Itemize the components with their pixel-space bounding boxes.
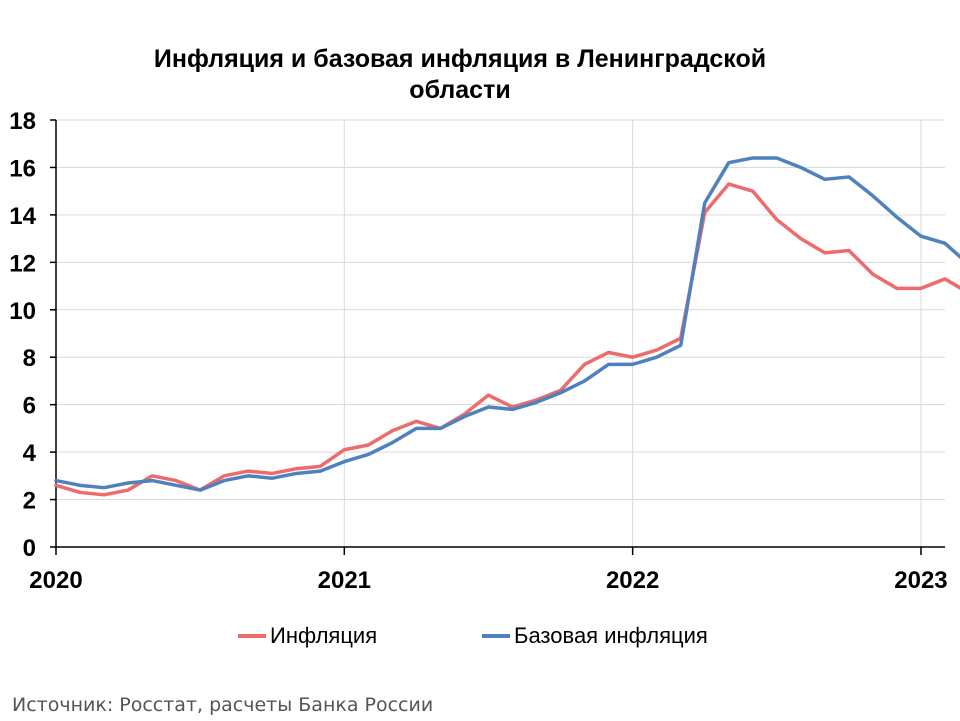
grid-lines (56, 119, 945, 547)
series-lines (54, 156, 960, 497)
source-note: Источник: Росстат, расчеты Банка России (12, 694, 434, 716)
chart-title-line-1: Инфляция и базовая инфляция в Ленинградс… (153, 45, 767, 73)
x-tick-label: 2022 (606, 567, 659, 594)
x-tick-label: 2020 (29, 567, 82, 594)
y-tick-label: 8 (23, 345, 36, 372)
legend-item-inflation: Инфляция (238, 623, 377, 649)
y-tick-label: 6 (23, 393, 36, 420)
legend-swatch-core-inflation (482, 634, 510, 638)
y-tick-label: 2 (23, 488, 36, 515)
y-tick-label: 14 (9, 203, 36, 230)
x-tick-label: 2023 (894, 567, 947, 594)
series-line-inflation (54, 182, 960, 497)
chart-title: Инфляция и базовая инфляция в Ленинградс… (0, 44, 920, 106)
y-tick-labels: 0 2 4 6 8 10 12 14 16 18 (9, 108, 36, 562)
legend-label-inflation: Инфляция (270, 623, 378, 648)
y-tick-label: 18 (9, 108, 36, 135)
series-line-core-inflation (54, 156, 960, 492)
chart-title-line-2: области (409, 76, 511, 104)
legend-item-core-inflation: Базовая инфляция (482, 623, 708, 649)
legend-swatch-inflation (238, 634, 266, 638)
y-tick-label: 12 (9, 250, 36, 277)
x-tick-label: 2021 (318, 567, 371, 594)
legend-label-core-inflation: Базовая инфляция (514, 623, 708, 648)
y-tick-label: 0 (23, 535, 36, 562)
y-tick-label: 16 (9, 155, 36, 182)
axes (50, 119, 945, 555)
y-tick-label: 10 (9, 298, 36, 325)
y-tick-label: 4 (23, 440, 37, 467)
legend: Инфляция Базовая инфляция (0, 623, 960, 653)
x-tick-labels: 2020 2021 2022 2023 (29, 567, 947, 594)
